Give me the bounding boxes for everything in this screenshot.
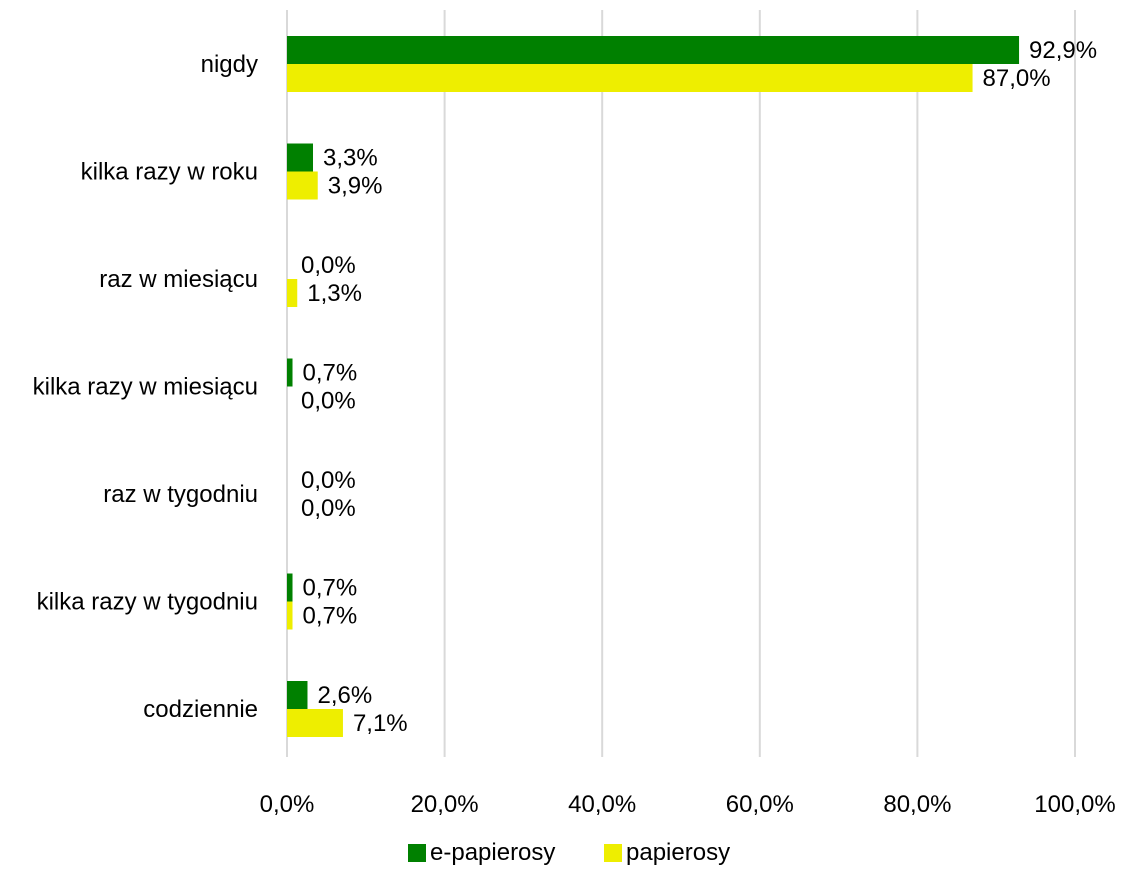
data-label: 7,1% (353, 710, 408, 737)
category-label: kilka razy w tygodniu (37, 589, 258, 616)
gridlines (286, 10, 1076, 757)
category-label: kilka razy w miesiącu (33, 374, 258, 401)
data-label: 3,9% (328, 173, 383, 200)
data-label: 0,7% (303, 575, 358, 602)
bar-e-papierosy (287, 681, 308, 709)
bar-papierosy (287, 279, 298, 307)
data-label: 1,3% (307, 280, 362, 307)
bar-e-papierosy (287, 358, 293, 387)
legend: e-papierosy papierosy (408, 839, 730, 866)
x-tick-label: 0,0% (260, 791, 315, 818)
data-label: 0,0% (301, 467, 356, 494)
x-tick-label: 100,0% (1034, 791, 1115, 818)
x-tick-label: 60,0% (726, 791, 794, 818)
x-tick-label: 40,0% (568, 791, 636, 818)
x-tick-label: 20,0% (411, 791, 479, 818)
category-label: codziennie (143, 696, 258, 723)
data-label: 92,9% (1029, 37, 1097, 64)
data-label: 87,0% (983, 65, 1051, 92)
legend-swatch-e-papierosy (408, 844, 426, 862)
bar-e-papierosy (287, 573, 293, 602)
category-label: kilka razy w roku (81, 159, 258, 186)
bar-papierosy (287, 709, 343, 737)
category-labels: nigdy kilka razy w roku raz w miesiącu kilk… (33, 51, 258, 723)
bar-e-papierosy (287, 143, 314, 172)
x-tick-label: 80,0% (883, 791, 951, 818)
bar-papierosy (287, 601, 293, 630)
data-label: 0,0% (301, 252, 356, 279)
data-label: 0,7% (303, 603, 358, 630)
bar-papierosy (287, 171, 318, 200)
category-label: raz w tygodniu (103, 481, 258, 508)
legend-label: papierosy (626, 839, 730, 866)
category-label: raz w miesiącu (99, 266, 258, 293)
data-label: 2,6% (317, 682, 372, 709)
data-label: 0,7% (303, 360, 358, 387)
bar-e-papierosy (287, 36, 1020, 64)
bar-papierosy (287, 64, 973, 92)
legend-swatch-papierosy (604, 844, 622, 862)
data-label: 0,0% (301, 388, 356, 415)
bars (287, 36, 1020, 737)
category-label: nigdy (201, 51, 258, 78)
x-axis-tick-labels: 0,0% 20,0% 40,0% 60,0% 80,0% 100,0% (260, 791, 1116, 818)
data-label: 0,0% (301, 495, 356, 522)
data-labels: 92,9%87,0%3,3%3,9%0,0%1,3%0,7%0,0%0,0%0,… (301, 37, 1097, 737)
data-label: 3,3% (323, 145, 378, 172)
legend-label: e-papierosy (430, 839, 555, 866)
